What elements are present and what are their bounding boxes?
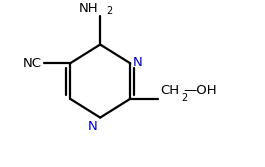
Text: CH: CH bbox=[160, 84, 179, 97]
Text: NH: NH bbox=[79, 2, 98, 15]
Text: 2: 2 bbox=[106, 6, 112, 16]
Text: N: N bbox=[133, 56, 143, 69]
Text: N: N bbox=[88, 120, 97, 133]
Text: NC: NC bbox=[23, 57, 42, 70]
Text: 2: 2 bbox=[182, 93, 188, 103]
Text: —OH: —OH bbox=[184, 84, 217, 97]
